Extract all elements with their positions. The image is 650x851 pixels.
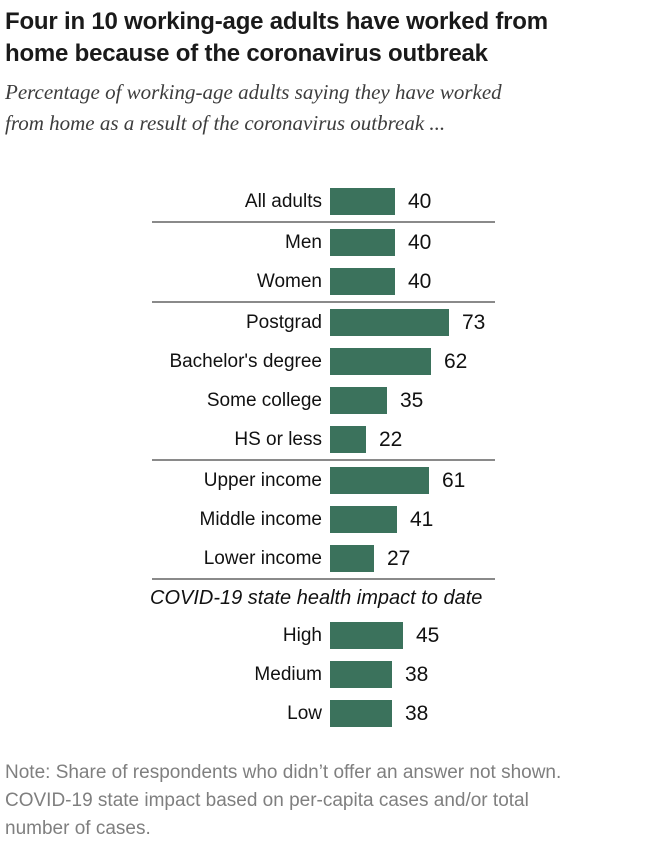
- chart-row: Postgrad 73: [5, 303, 644, 342]
- group-separator: [152, 578, 495, 581]
- chart-row: HS or less 22: [5, 420, 644, 459]
- category-label: Some college: [206, 389, 322, 411]
- value-label: 73: [462, 310, 486, 334]
- chart-row: Medium 38: [5, 655, 644, 694]
- chart-row: Men 40: [5, 223, 644, 262]
- category-label: All adults: [244, 190, 322, 212]
- category-label: Postgrad: [245, 311, 322, 333]
- chart-row: Lower income 27: [5, 539, 644, 578]
- chart-row: Some college 35: [5, 381, 644, 420]
- category-label: Lower income: [203, 547, 322, 569]
- value-label: 61: [442, 468, 466, 492]
- category-label: Medium: [254, 663, 322, 685]
- bar-chart: All adults 40 Men 40 Women 40 Postgrad 73 Bachel…: [5, 182, 644, 733]
- bar: [330, 387, 387, 415]
- chart-title: Four in 10 working-age adults have worke…: [5, 8, 548, 68]
- value-label: 40: [408, 230, 432, 254]
- chart-row: Bachelor's degree 62: [5, 342, 644, 381]
- category-label: Bachelor's degree: [169, 350, 322, 372]
- bar: [330, 467, 429, 495]
- bar: [330, 309, 449, 337]
- bar: [330, 348, 431, 376]
- chart-row: High 45: [5, 616, 644, 655]
- category-label: High: [282, 624, 322, 646]
- value-label: 27: [387, 546, 411, 570]
- group-header: COVID-19 state health impact to date: [150, 586, 483, 609]
- group-separator: [152, 221, 495, 224]
- chart-row: Low 38: [5, 694, 644, 733]
- value-label: 45: [416, 623, 440, 647]
- category-label: Low: [287, 702, 322, 724]
- bar: [330, 188, 395, 216]
- value-label: 41: [410, 507, 434, 531]
- category-label: Women: [256, 270, 322, 292]
- bar: [330, 545, 374, 573]
- bar: [330, 268, 395, 296]
- category-label: Middle income: [199, 508, 323, 530]
- group-separator: [152, 459, 495, 462]
- bar: [330, 229, 395, 257]
- footnote: Note: Share of respondents who didn’t of…: [5, 762, 562, 840]
- value-label: 38: [405, 701, 429, 725]
- value-label: 62: [444, 349, 468, 373]
- category-label: Men: [285, 231, 322, 253]
- value-label: 35: [400, 388, 424, 412]
- value-label: 38: [405, 662, 429, 686]
- bar: [330, 661, 392, 689]
- chart-row: Upper income 61: [5, 461, 644, 500]
- value-label: 40: [408, 189, 432, 213]
- bar: [330, 426, 366, 454]
- group-separator: [152, 301, 495, 304]
- chart-subtitle: Percentage of working-age adults saying …: [5, 80, 502, 135]
- chart-row: All adults 40: [5, 182, 644, 221]
- category-label: HS or less: [234, 428, 322, 450]
- bar: [330, 622, 403, 650]
- category-label: Upper income: [203, 469, 322, 491]
- chart-row: Middle income 41: [5, 500, 644, 539]
- value-label: 22: [379, 427, 403, 451]
- bar: [330, 700, 392, 728]
- value-label: 40: [408, 269, 432, 293]
- bar: [330, 506, 397, 534]
- chart-row: Women 40: [5, 262, 644, 301]
